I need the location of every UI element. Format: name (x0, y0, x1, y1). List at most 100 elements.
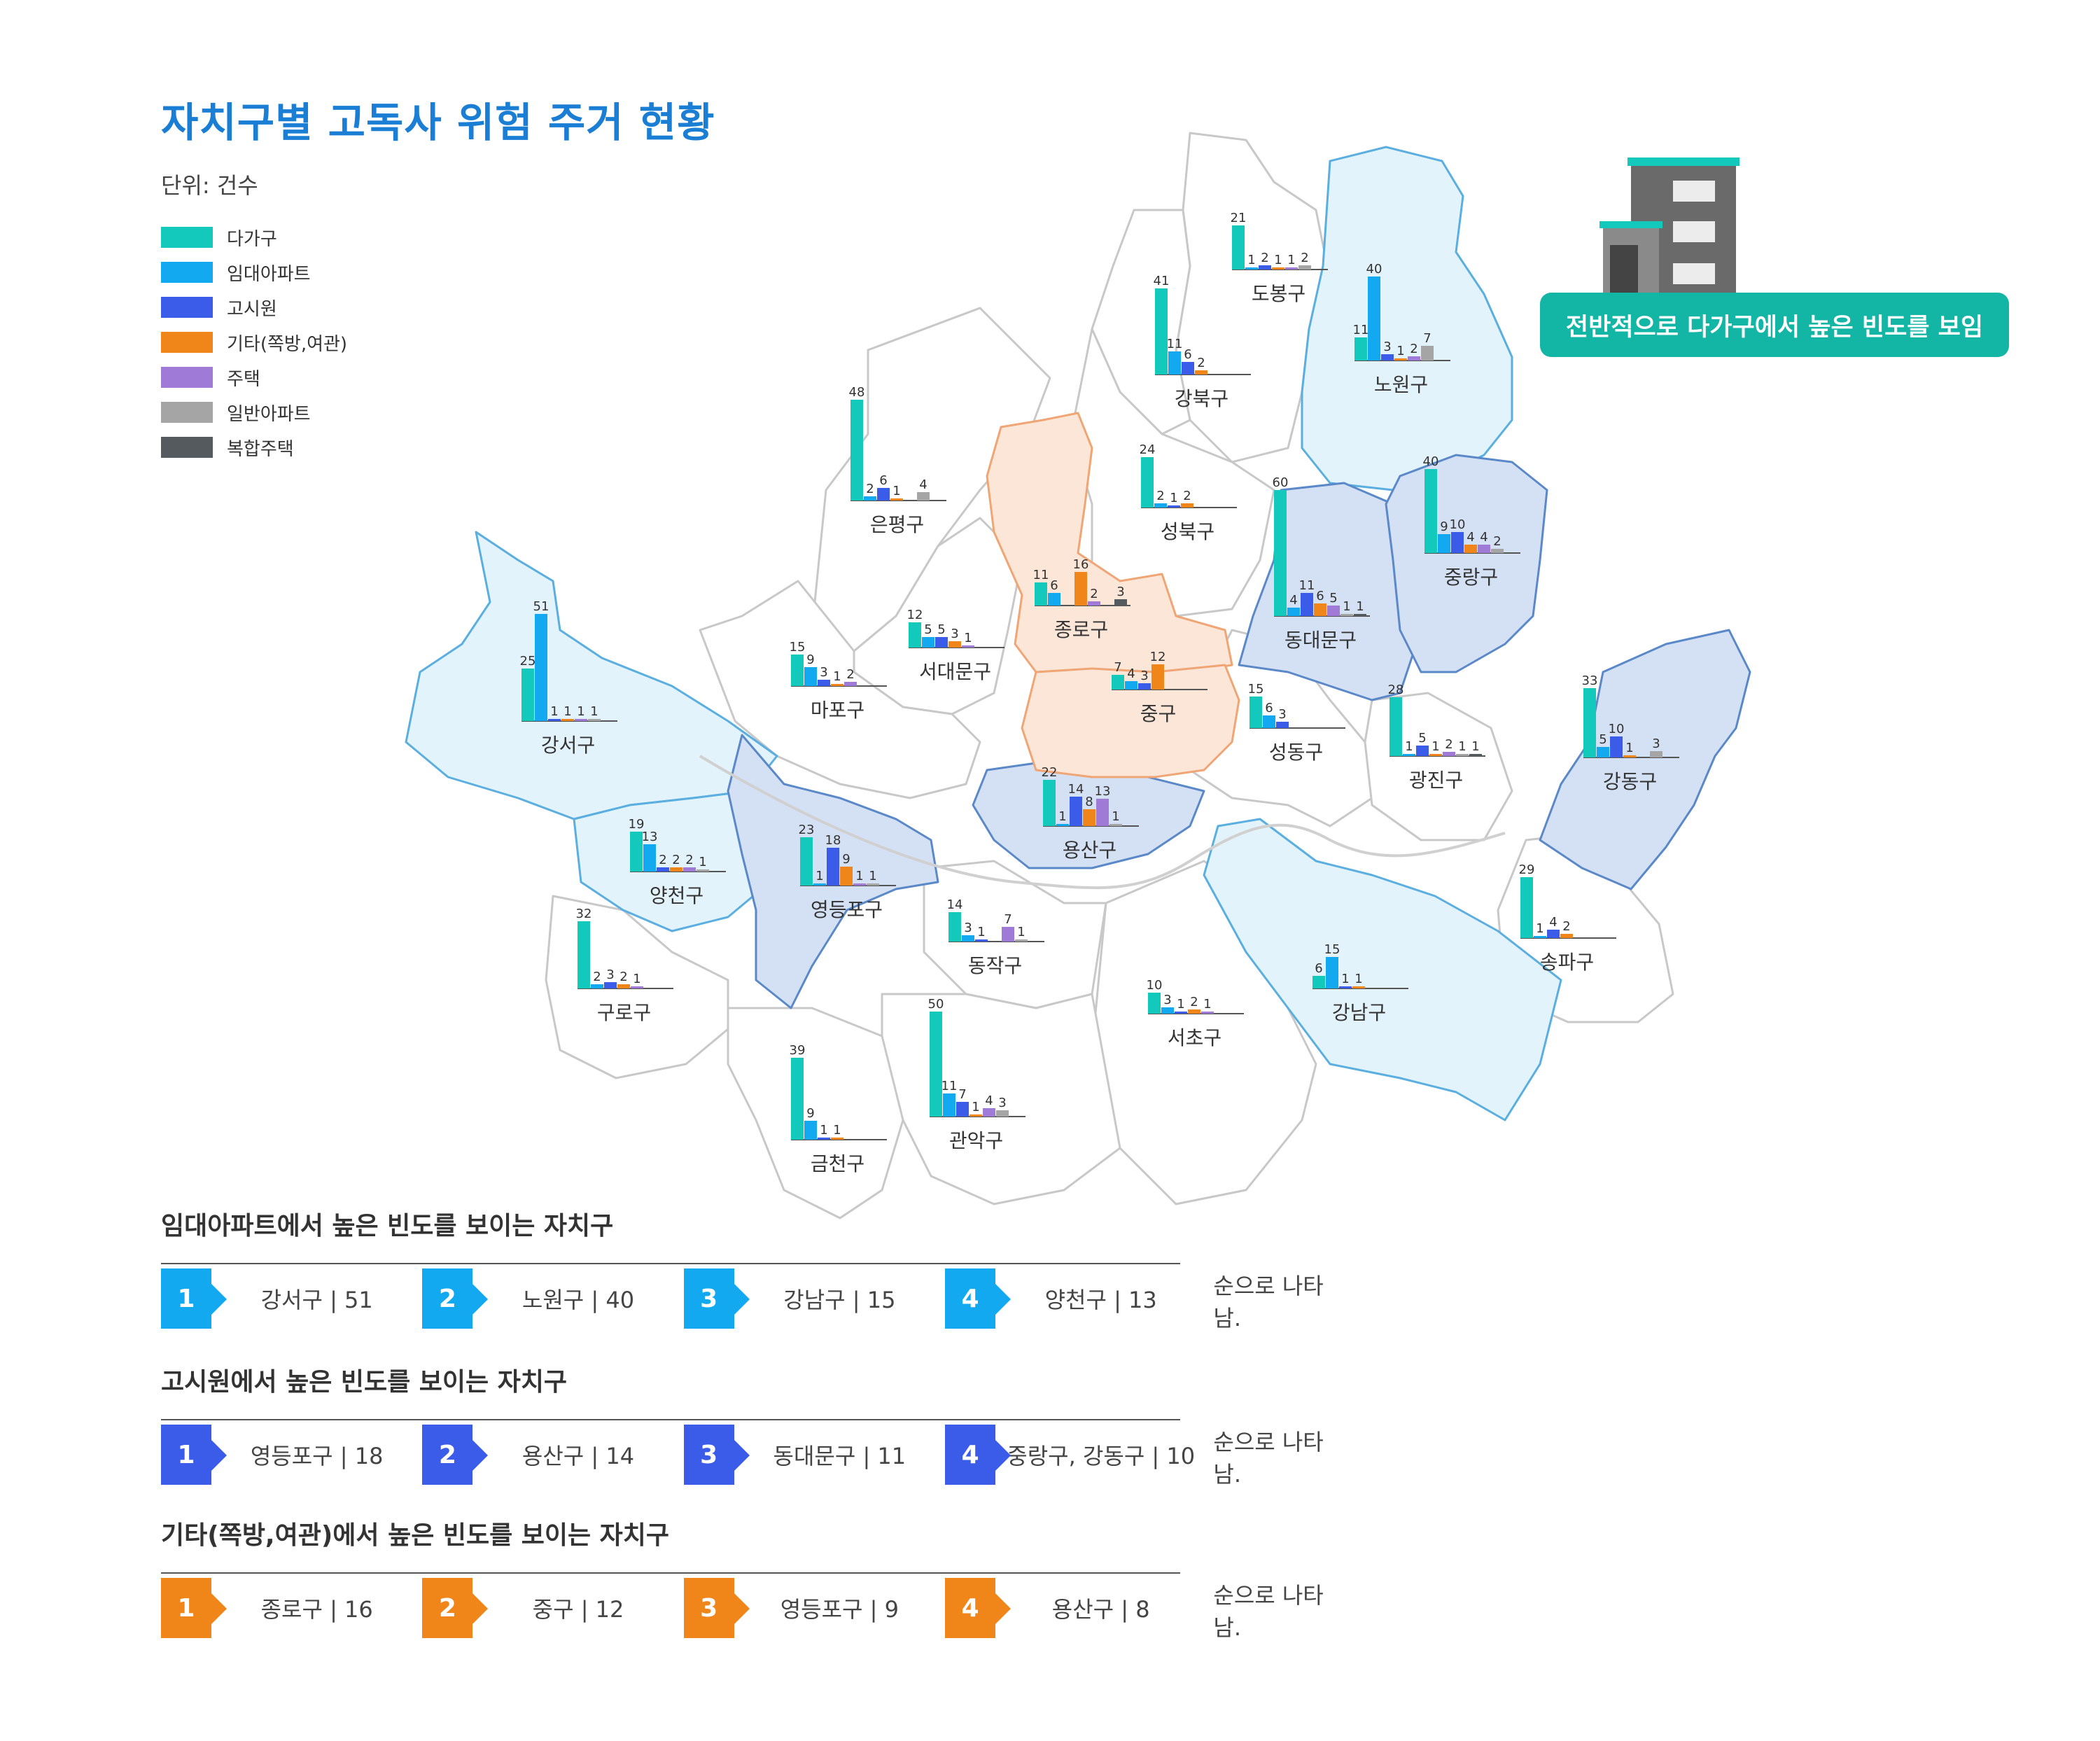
rank-badge: 4 (945, 1578, 1011, 1638)
bar-value-label: 10 (1609, 722, 1625, 736)
legend-swatch (161, 332, 213, 353)
legend: 다가구 임대아파트 고시원 기타(쪽방,여관) 주택 일반아파트 복합주택 (161, 220, 347, 465)
bar-value-label: 5 (1599, 732, 1606, 747)
district-name: 광진구 (1409, 769, 1463, 792)
bar (1438, 534, 1450, 553)
bar-value-label: 2 (620, 970, 627, 984)
bar-value-label: 5 (937, 622, 945, 637)
bar (1161, 1007, 1174, 1014)
legend-item: 주택 (161, 360, 347, 395)
divider (161, 1419, 1180, 1420)
bar-value-label: 50 (928, 997, 944, 1012)
bar-value-label: 6 (1316, 589, 1324, 603)
bar-value-label: 2 (1190, 995, 1198, 1009)
district-chart: 48 261 4 은평구 (849, 385, 946, 536)
legend-swatch (161, 402, 213, 423)
bar-value-label: 32 (576, 907, 592, 921)
rank-label: 강남구 | 15 (783, 1287, 896, 1313)
bar (1015, 939, 1028, 942)
bar-value-label: 29 (1519, 862, 1535, 877)
bar (840, 867, 853, 886)
rank-badge: 3 (683, 1578, 750, 1638)
bar-value-label: 3 (1278, 707, 1286, 722)
bar (791, 655, 804, 686)
bar-value-label: 33 (1582, 673, 1598, 688)
bar (1421, 346, 1434, 361)
bar (1326, 957, 1338, 988)
bar-value-label: 1 (1058, 809, 1066, 824)
bar-value-label: 12 (907, 608, 923, 622)
rank-label: 중랑구, 강동구 | 10 (1007, 1443, 1196, 1469)
district-name: 마포구 (811, 699, 864, 722)
bar-value-label: 1 (1112, 809, 1119, 824)
bar-value-label: 1 (1396, 344, 1404, 358)
bar (575, 719, 587, 721)
bar-value-label: 11 (941, 1079, 958, 1093)
bar-value-label: 1 (964, 631, 972, 645)
bar (1339, 986, 1352, 988)
bar-value-label: 4 (1466, 530, 1474, 545)
bar (890, 498, 903, 501)
rank-badge: 1 (161, 1578, 227, 1638)
district-name: 강남구 (1332, 1001, 1386, 1024)
bar-value-label: 1 (833, 669, 841, 684)
bar (1035, 582, 1047, 606)
bar-value-label: 3 (1140, 669, 1148, 683)
bar (1043, 780, 1056, 826)
bar (696, 869, 709, 872)
rank-badge: 4 (945, 1268, 1011, 1329)
bar-value-label: 1 (1287, 253, 1295, 267)
bar (1314, 603, 1326, 616)
building-icon (1600, 158, 1740, 294)
bar (1138, 683, 1151, 690)
rank-label: 용산구 | 14 (522, 1443, 635, 1469)
district-chart: 7 4 312 중구 (1112, 650, 1208, 725)
legend-item: 다가구 (161, 220, 347, 255)
rank-badge: 2 (422, 1268, 489, 1329)
bar-value-label: 1 (1177, 997, 1184, 1012)
rank-label: 노원구 | 40 (522, 1287, 635, 1313)
bar (1070, 797, 1082, 826)
legend-swatch (161, 297, 213, 318)
bar (1560, 934, 1573, 938)
rank-label: 중구 | 12 (532, 1596, 624, 1623)
bar-value-label: 1 (577, 704, 584, 719)
district-name: 송파구 (1540, 951, 1594, 974)
bar (969, 1114, 982, 1117)
bar-value-label: 10 (1147, 978, 1163, 993)
district-name: 금천구 (811, 1152, 864, 1175)
bar-value-label: 3 (1163, 993, 1171, 1007)
bar-value-label: 4 (985, 1093, 993, 1108)
bar-value-label: 2 (1261, 251, 1268, 265)
region-jungnang (1385, 454, 1548, 673)
ranking-item: 3 영등포구 | 9 (683, 1578, 945, 1638)
bar-value-label: 6 (1050, 578, 1058, 593)
rank-label: 영등포구 | 9 (780, 1596, 899, 1623)
legend-label: 다가구 (227, 228, 277, 250)
bar (1048, 593, 1060, 606)
bar-value-label: 1 (590, 704, 598, 719)
bar (535, 614, 547, 721)
bar-value-label: 19 (629, 817, 645, 832)
bar-value-label: 1 (1247, 253, 1255, 267)
bar (1478, 545, 1490, 553)
bar-value-label: 1 (1432, 739, 1439, 754)
bar-value-label: 8 (1085, 795, 1093, 809)
bar (1381, 354, 1394, 361)
bar-value-label: 15 (1324, 942, 1340, 957)
bar-value-label: 2 (866, 482, 874, 496)
han-river (699, 755, 1506, 890)
bar (1056, 824, 1069, 826)
bar (1312, 976, 1325, 988)
bar-value-label: 1 (633, 972, 640, 986)
bar-value-label: 2 (593, 970, 601, 984)
bar-value-label: 1 (816, 869, 823, 883)
bar-value-label: 23 (799, 823, 815, 837)
district-chart: 11 40 3 1 27 노원구 (1353, 262, 1450, 396)
